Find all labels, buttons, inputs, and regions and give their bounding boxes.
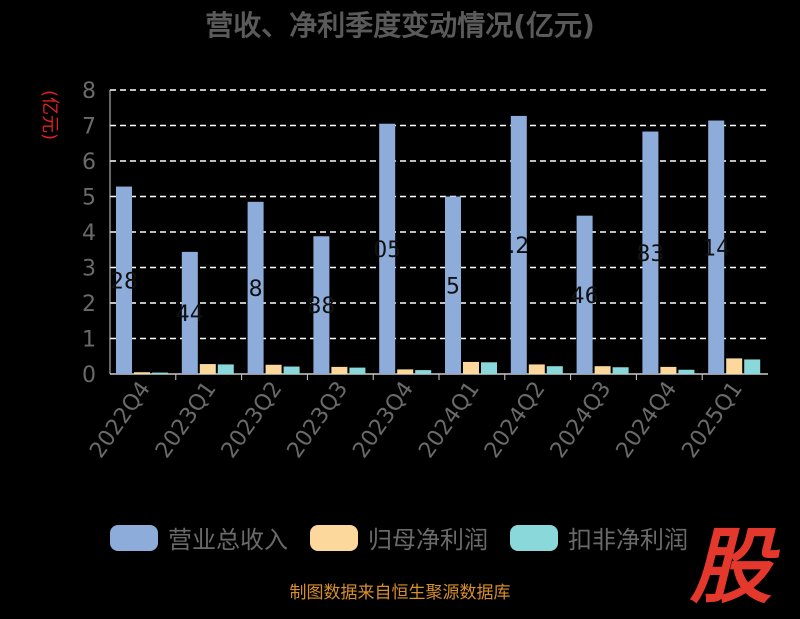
bar-0: [510, 115, 527, 374]
x-tick-label: 2023Q2: [217, 377, 288, 463]
bar-0: [445, 196, 461, 374]
bar-0: [116, 186, 132, 374]
legend: 营业总收入 归母净利润 扣非净利润: [110, 520, 688, 555]
bar-1: [726, 358, 743, 374]
y-tick-label: 0: [82, 363, 96, 388]
y-tick-label: 6: [82, 150, 96, 175]
x-tick-label: 2023Q3: [283, 377, 354, 463]
bar-2: [612, 367, 629, 374]
bar-data-label: 83: [636, 242, 664, 267]
bar-2: [546, 366, 563, 374]
stock-logo: 股: [690, 519, 772, 615]
x-tick-label: 2022Q4: [85, 377, 156, 463]
data-source-note: 制图数据来自恒生聚源数据库: [289, 583, 511, 603]
bar-2: [481, 362, 497, 374]
x-tick-label: 2024Q1: [414, 377, 485, 463]
bar-2: [678, 369, 695, 374]
bar-1: [528, 364, 545, 374]
bar-data-label: 46: [571, 284, 599, 309]
y-tick-label: 4: [82, 221, 96, 246]
legend-item-net-profit[interactable]: 归母净利润: [310, 520, 488, 555]
legend-swatch-net-profit: [310, 524, 358, 551]
y-tick-label: 3: [82, 257, 96, 282]
grid-lines: [109, 89, 768, 375]
legend-item-deducted-profit[interactable]: 扣非净利润: [510, 520, 688, 555]
bar-2: [152, 372, 168, 374]
y-tick-label: 1: [82, 328, 96, 353]
bar-0: [708, 120, 725, 374]
bar-1: [660, 366, 677, 374]
bar-1: [594, 366, 611, 374]
bar-2: [349, 367, 366, 374]
bar-0: [247, 201, 264, 374]
y-tick-label: 2: [82, 292, 96, 317]
x-tick-label: 2023Q1: [151, 377, 222, 463]
legend-label-net-profit: 归母净利润: [368, 526, 488, 554]
chart-title: 营收、净利季度变动情况(亿元): [205, 9, 595, 42]
y-tick-label: 5: [82, 186, 96, 211]
x-tick-label: 2025Q1: [677, 377, 748, 463]
bar-2: [415, 370, 432, 374]
y-tick-label: 8: [82, 79, 96, 104]
bar-1: [331, 366, 348, 374]
x-tick-label: 2024Q2: [480, 377, 551, 463]
y-tick-label: 7: [82, 115, 96, 140]
bar-data-label: 28: [110, 269, 138, 294]
x-tick-label: 2024Q4: [612, 377, 683, 463]
legend-label-deducted-profit: 扣非净利润: [568, 526, 688, 554]
bar-0: [642, 131, 659, 374]
bar-0: [576, 215, 593, 374]
bar-1: [199, 364, 216, 374]
legend-label-revenue: 营业总收入: [168, 526, 288, 554]
y-axis-label: (亿元): [39, 90, 60, 140]
bar-data-label: 8: [249, 277, 263, 302]
bar-2: [283, 366, 300, 374]
bar-1: [265, 364, 282, 374]
bar-0: [181, 251, 198, 374]
x-tick-label: 2024Q3: [546, 377, 617, 463]
x-tick-label: 2023Q4: [348, 377, 419, 463]
bar-data-label: 88: [307, 294, 335, 319]
bar-1: [397, 369, 414, 374]
bar-data-label: 44: [176, 302, 204, 327]
bar-1: [463, 361, 479, 374]
bar-data-label: .2: [508, 234, 529, 259]
legend-swatch-revenue: [110, 524, 158, 551]
bar-0: [379, 123, 396, 374]
bar-data-label: 5: [446, 274, 460, 299]
legend-swatch-deducted-profit: [510, 524, 558, 551]
bar-2: [744, 359, 761, 374]
bar-0: [313, 236, 330, 374]
legend-item-revenue[interactable]: 营业总收入: [110, 520, 288, 555]
bar-2: [217, 364, 234, 374]
bar-data-label: 05: [373, 238, 401, 263]
bar-data-label: 14: [702, 236, 730, 261]
bar-1: [134, 372, 150, 374]
